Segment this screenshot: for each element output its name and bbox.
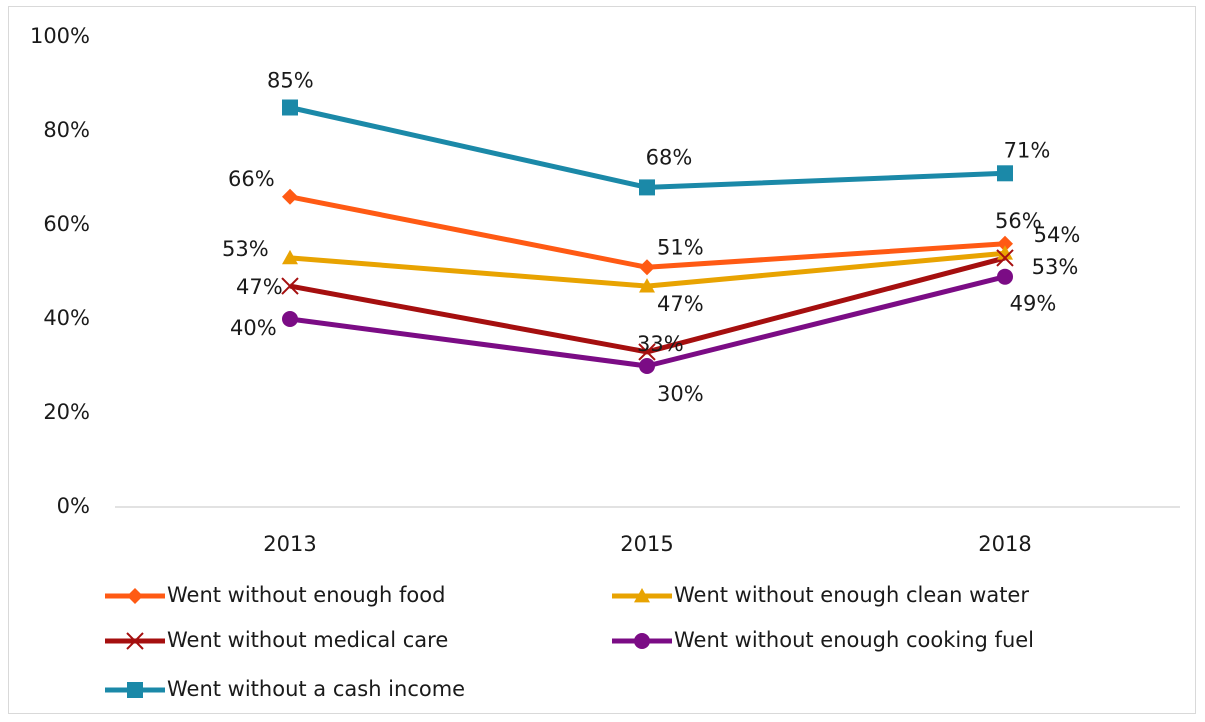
data-label-0-0: 66% <box>228 167 275 191</box>
series-3-point-1 <box>639 358 655 374</box>
y-tick-label-2: 40% <box>43 306 90 330</box>
series-4-point-2 <box>997 165 1013 182</box>
x-tick-label-2018: 2018 <box>978 532 1031 556</box>
y-tick-label-0: 0% <box>57 494 90 518</box>
legend-marker-3 <box>634 633 650 649</box>
data-label-1-2: 54% <box>1034 223 1081 247</box>
data-label-4-1: 68% <box>646 145 693 169</box>
data-label-2-0: 47% <box>236 275 283 299</box>
legend-label-1: Went without enough clean water <box>674 583 1029 607</box>
legend-label-4: Went without a cash income <box>167 677 465 701</box>
data-label-3-1: 30% <box>657 382 704 406</box>
series-3-point-0 <box>282 311 298 327</box>
series-1-point-1 <box>639 278 655 293</box>
series-1-point-2 <box>997 245 1013 260</box>
series-4-point-1 <box>639 179 655 196</box>
data-label-1-0: 53% <box>222 237 269 261</box>
series-2-point-0 <box>281 277 299 295</box>
legend-label-0: Went without enough food <box>167 583 445 607</box>
series-3-point-2 <box>997 268 1013 285</box>
data-label-2-1: 33% <box>637 332 684 356</box>
x-tick-label-2015: 2015 <box>620 532 673 556</box>
data-label-3-0: 40% <box>230 316 277 340</box>
series-2-point-2 <box>996 249 1014 267</box>
data-label-1-1: 47% <box>657 292 704 316</box>
chart-frame <box>8 6 1196 714</box>
legend-label-2: Went without medical care <box>167 628 448 652</box>
legend-marker-0 <box>127 588 143 604</box>
series-4-point-0 <box>282 99 298 116</box>
data-label-4-0: 85% <box>267 69 314 93</box>
legend-marker-2 <box>126 632 144 650</box>
y-tick-label-3: 60% <box>43 212 90 236</box>
series-1-point-0 <box>282 249 298 265</box>
data-label-4-2: 71% <box>1004 138 1051 162</box>
series-0-point-0 <box>282 188 298 205</box>
y-tick-label-4: 80% <box>43 118 90 142</box>
x-tick-label-2013: 2013 <box>263 532 316 556</box>
data-label-0-1: 51% <box>657 235 704 259</box>
data-label-2-2: 53% <box>1032 255 1079 279</box>
series-2-point-1 <box>638 343 656 361</box>
series-0-point-1 <box>639 259 655 276</box>
series-0-point-2 <box>997 235 1013 252</box>
data-label-0-2: 56% <box>995 209 1042 233</box>
y-tick-label-5: 100% <box>30 24 90 48</box>
legend-marker-4 <box>127 682 143 698</box>
legend-marker-1 <box>634 588 650 603</box>
data-label-3-2: 49% <box>1010 292 1057 316</box>
y-tick-label-1: 20% <box>43 400 90 424</box>
series-line-0 <box>289 194 1006 270</box>
legend-label-3: Went without enough cooking fuel <box>674 628 1034 652</box>
